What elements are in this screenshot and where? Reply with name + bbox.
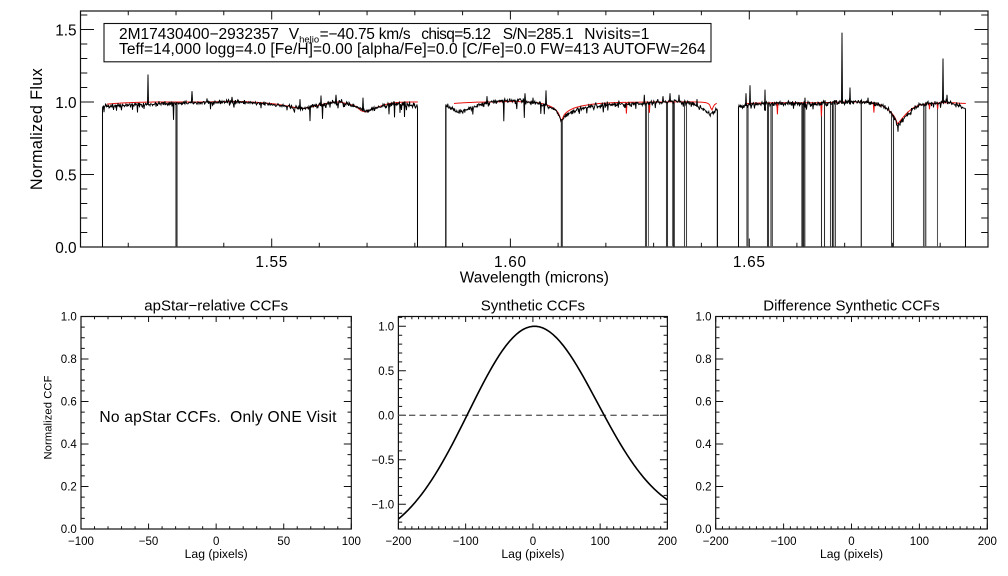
svg-text:1.0: 1.0: [378, 321, 394, 333]
svg-text:100: 100: [910, 536, 929, 548]
svg-text:50: 50: [277, 536, 290, 548]
svg-text:=−40.75 km/s: =−40.75 km/s: [320, 26, 411, 43]
svg-text:−100: −100: [68, 536, 94, 548]
svg-text:0: 0: [213, 536, 219, 548]
svg-text:Wavelength (microns): Wavelength (microns): [460, 270, 609, 287]
svg-text:V: V: [289, 26, 300, 43]
svg-text:0.0: 0.0: [378, 410, 394, 422]
svg-text:1.55: 1.55: [255, 254, 288, 271]
svg-text:0.8: 0.8: [696, 354, 712, 366]
svg-text:0.0: 0.0: [696, 524, 712, 536]
svg-text:−200: −200: [703, 536, 729, 548]
svg-text:200: 200: [658, 536, 677, 548]
svg-text:−100: −100: [771, 536, 797, 548]
svg-text:Normalized CCF: Normalized CCF: [43, 375, 55, 459]
svg-text:0: 0: [848, 536, 854, 548]
svg-text:100: 100: [591, 536, 610, 548]
svg-text:−0.5: −0.5: [371, 455, 394, 467]
svg-text:−200: −200: [385, 536, 411, 548]
svg-text:0.2: 0.2: [696, 482, 712, 494]
svg-text:Lag (pixels): Lag (pixels): [185, 547, 248, 561]
svg-text:0.5: 0.5: [378, 366, 394, 378]
svg-text:Nvisits=1: Nvisits=1: [584, 26, 649, 43]
svg-text:0.0: 0.0: [61, 524, 77, 536]
svg-text:0.6: 0.6: [696, 397, 712, 409]
svg-text:1.5: 1.5: [55, 22, 76, 39]
svg-text:No apStar CCFs. Only ONE Visi: No apStar CCFs. Only ONE Visit: [99, 409, 337, 426]
svg-text:1.60: 1.60: [494, 254, 527, 271]
svg-text:1.0: 1.0: [61, 312, 77, 324]
svg-text:Normalized Flux: Normalized Flux: [28, 68, 46, 190]
svg-text:−50: −50: [139, 536, 159, 548]
svg-text:0.2: 0.2: [61, 482, 77, 494]
svg-text:1.0: 1.0: [55, 95, 76, 112]
svg-text:−1.0: −1.0: [371, 499, 394, 511]
svg-text:helio: helio: [299, 35, 319, 46]
svg-text:0.0: 0.0: [55, 240, 76, 257]
svg-text:100: 100: [342, 536, 361, 548]
svg-text:2M17430400−2932357: 2M17430400−2932357: [119, 26, 279, 43]
svg-text:200: 200: [978, 536, 997, 548]
svg-text:apStar−relative CCFs: apStar−relative CCFs: [144, 297, 288, 314]
svg-text:−100: −100: [453, 536, 479, 548]
svg-text:chisq=5.12: chisq=5.12: [421, 26, 490, 43]
svg-text:0.5: 0.5: [55, 167, 76, 184]
svg-text:S/N=285.1: S/N=285.1: [503, 26, 574, 43]
svg-text:0: 0: [530, 536, 536, 548]
svg-text:Synthetic CCFs: Synthetic CCFs: [481, 297, 585, 314]
svg-text:Lag (pixels): Lag (pixels): [501, 547, 564, 561]
svg-text:0.6: 0.6: [61, 397, 77, 409]
svg-text:1.0: 1.0: [696, 312, 712, 324]
svg-text:0.4: 0.4: [696, 439, 713, 451]
svg-text:0.4: 0.4: [61, 439, 78, 451]
svg-text:Difference Synthetic CCFs: Difference Synthetic CCFs: [763, 297, 939, 314]
svg-text:Lag (pixels): Lag (pixels): [820, 547, 883, 561]
svg-text:Teff=14,000 logg=4.0 [Fe/H]=0.: Teff=14,000 logg=4.0 [Fe/H]=0.00 [alpha/…: [119, 41, 706, 58]
svg-text:1.65: 1.65: [733, 254, 766, 271]
svg-text:0.8: 0.8: [61, 354, 77, 366]
